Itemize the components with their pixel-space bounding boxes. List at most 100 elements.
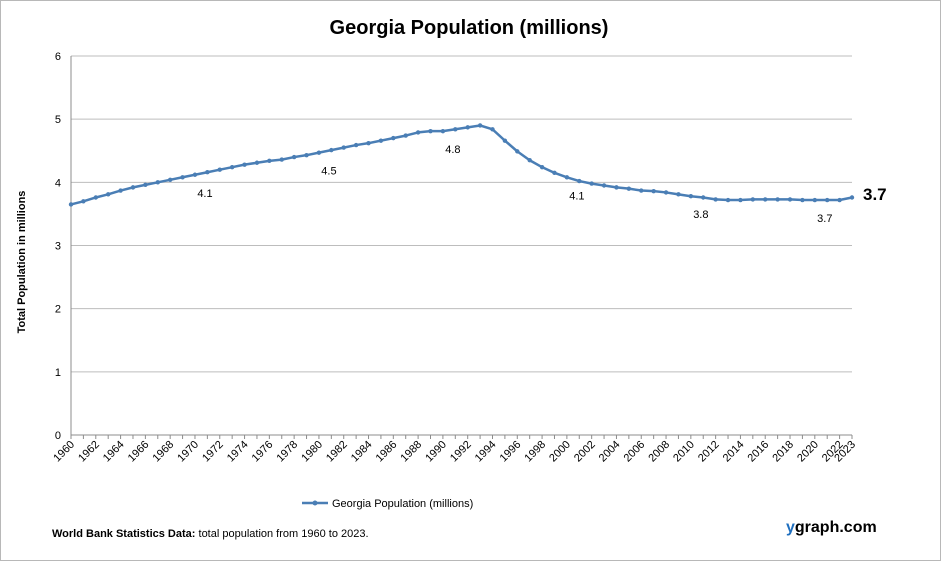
x-tick-label-1986: 1986 (374, 439, 400, 465)
data-point-2010 (688, 194, 694, 199)
data-point-1994 (490, 127, 495, 132)
y-tick-label-2: 2 (55, 304, 61, 316)
x-tick-label-1988: 1988 (398, 439, 424, 465)
source-note-bold: World Bank Statistics Data: (52, 528, 196, 540)
data-point-2022 (837, 197, 842, 203)
data-point-2000 (564, 175, 570, 180)
x-tick-label-1966: 1966 (126, 439, 152, 465)
data-point-1960 (68, 202, 74, 207)
data-point-1964 (118, 188, 123, 193)
data-point-1982 (341, 145, 346, 150)
data-point-1998 (539, 164, 545, 170)
data-point-1965 (130, 185, 136, 190)
brand-logo-y: y (786, 519, 795, 536)
data-point-1970 (192, 172, 198, 177)
data-point-2015 (750, 197, 756, 202)
data-point-2011 (701, 195, 706, 200)
x-tick-label-1978: 1978 (274, 439, 300, 465)
data-label-2000: 4.1 (569, 190, 584, 202)
x-tick-label-2002: 2002 (572, 439, 598, 465)
data-point-1966 (143, 182, 148, 188)
data-point-1986 (391, 135, 396, 141)
data-point-2021 (825, 197, 830, 203)
data-point-2001 (577, 178, 582, 184)
data-point-1981 (329, 147, 334, 153)
data-point-1979 (304, 152, 309, 158)
x-tick-label-1980: 1980 (299, 439, 325, 465)
x-tick-label-2018: 2018 (770, 439, 796, 465)
data-point-1992 (465, 125, 470, 130)
data-point-1995 (502, 138, 508, 143)
data-point-2020 (812, 197, 818, 203)
legend[interactable]: Georgia Population (millions) (302, 498, 473, 510)
series-georgia-population (68, 123, 855, 207)
x-tick-label-2006: 2006 (622, 439, 648, 465)
x-tick-label-1984: 1984 (349, 439, 375, 465)
source-note: World Bank Statistics Data: total popula… (52, 528, 369, 540)
x-tick-label-1972: 1972 (200, 439, 226, 465)
x-tick-label-1964: 1964 (101, 439, 127, 465)
x-tick-label-1976: 1976 (250, 439, 276, 465)
data-point-2007 (651, 188, 656, 194)
legend-label: Georgia Population (millions) (332, 498, 473, 510)
last-value-label: 3.7 (863, 185, 887, 204)
data-point-1974 (242, 162, 247, 167)
x-tick-label-2020: 2020 (795, 439, 821, 465)
gridlines (71, 55, 852, 373)
data-point-2006 (639, 188, 644, 193)
axes (70, 56, 853, 439)
data-label-1980: 4.5 (321, 166, 336, 178)
x-tick-label-1962: 1962 (76, 439, 102, 465)
x-tick-label-1968: 1968 (150, 439, 176, 465)
data-point-1997 (527, 158, 532, 163)
x-tick-label-1982: 1982 (324, 439, 350, 465)
data-point-2002 (589, 181, 594, 186)
data-point-1972 (217, 167, 222, 172)
data-point-1989 (428, 128, 433, 134)
x-tick-label-1996: 1996 (498, 439, 524, 465)
data-point-1975 (254, 160, 260, 165)
x-tick-label-1998: 1998 (522, 439, 548, 465)
y-tick-label-6: 6 (55, 51, 61, 63)
data-point-2012 (713, 197, 718, 202)
data-point-1983 (353, 142, 359, 148)
data-point-2017 (775, 197, 780, 202)
x-tick-label-2008: 2008 (646, 439, 672, 465)
legend-marker-swatch (312, 500, 318, 506)
data-point-1985 (378, 138, 384, 143)
data-point-2003 (601, 183, 607, 188)
x-tick-label-2004: 2004 (597, 439, 623, 465)
y-tick-label-3: 3 (55, 241, 61, 253)
data-label-1990: 4.8 (445, 144, 460, 156)
data-point-1968 (167, 177, 173, 183)
x-tick-label-1992: 1992 (448, 439, 474, 465)
y-tick-label-0: 0 (55, 430, 61, 442)
x-tick-label-2016: 2016 (746, 439, 772, 465)
data-point-2019 (800, 197, 805, 203)
data-point-2023 (849, 195, 855, 200)
data-point-1984 (366, 140, 371, 146)
brand-logo[interactable]: ygraph.com (786, 519, 877, 537)
data-point-2013 (725, 197, 731, 203)
y-axis-label: Total Population in millions (16, 191, 28, 334)
x-tick-label-1974: 1974 (225, 439, 251, 465)
chart-title: Georgia Population (millions) (330, 17, 609, 39)
data-point-2009 (676, 192, 681, 197)
data-point-1988 (415, 130, 421, 135)
data-label-2010: 3.8 (693, 209, 708, 221)
data-point-1973 (229, 164, 235, 170)
x-tick-label-2000: 2000 (547, 439, 573, 465)
data-point-2008 (663, 190, 669, 195)
y-tick-labels: 0 1 2 3 4 5 6 (55, 51, 61, 442)
data-point-2014 (738, 197, 743, 203)
x-tick-label-2010: 2010 (671, 439, 697, 465)
x-tick-label-1970: 1970 (175, 439, 201, 465)
source-note-text: total population from 1960 to 2023. (195, 528, 369, 540)
y-tick-label-5: 5 (55, 114, 61, 126)
x-tick-label-1960: 1960 (51, 439, 77, 465)
data-point-1963 (105, 192, 111, 197)
x-tick-label-1990: 1990 (423, 439, 449, 465)
data-label-2020: 3.7 (817, 213, 832, 225)
x-tick-labels: 1960196219641966196819701972197419761978… (51, 439, 858, 465)
y-tick-label-1: 1 (55, 367, 61, 379)
